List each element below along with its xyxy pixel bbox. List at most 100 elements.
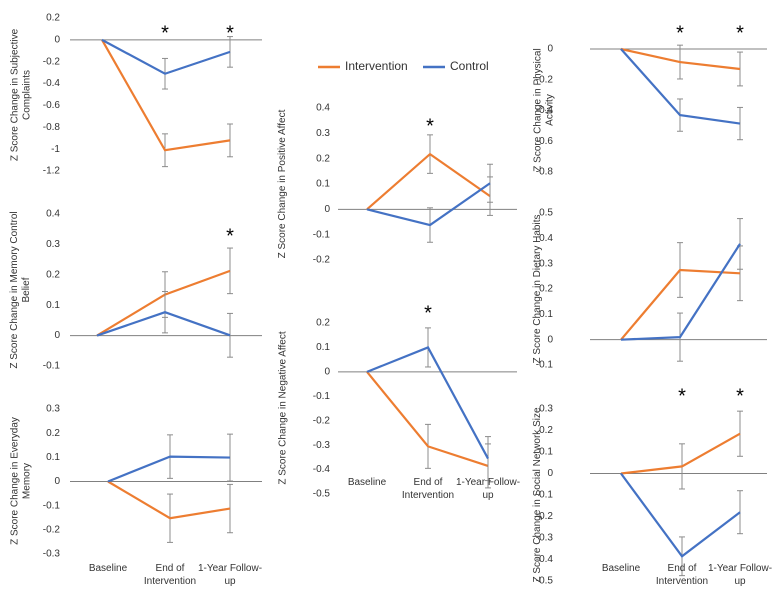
legend-label: Intervention [345, 59, 408, 73]
y-tick-label: 0.2 [316, 318, 330, 329]
y-tick-label: -0.8 [43, 122, 61, 133]
series-line [620, 432, 741, 475]
y-tick-label: 0 [324, 366, 330, 377]
series-line [620, 268, 741, 341]
y-axis-label: Z Score Change in Memory Control Belief [9, 211, 32, 369]
y-tick-label: 0.2 [539, 425, 553, 436]
y-tick-label: 0.4 [46, 209, 60, 220]
x-tick-label: 1-Year Follow-up [197, 563, 263, 587]
y-tick-label: -0.6 [43, 100, 61, 111]
series-line [366, 371, 489, 467]
y-tick-label: 0.1 [539, 447, 553, 458]
y-tick-label: 0.1 [539, 309, 553, 320]
y-tick-label: -0.2 [43, 524, 61, 535]
y-tick-label: -0.3 [43, 549, 61, 560]
y-tick-label: -1 [51, 144, 60, 155]
x-tick-label: End of Intervention [143, 563, 197, 587]
y-tick-label: -0.4 [536, 554, 554, 565]
y-tick-label: 0.2 [46, 13, 60, 24]
y-tick-label: -0.5 [536, 576, 554, 587]
series-line [620, 472, 741, 558]
series-line [107, 455, 231, 483]
y-tick-label: 0.1 [46, 300, 60, 311]
series-line [620, 243, 741, 341]
y-tick-label: -0.2 [536, 511, 554, 522]
y-tick-label: -0.2 [536, 74, 554, 85]
y-tick-label: 0.2 [46, 428, 60, 439]
y-tick-label: -0.3 [313, 440, 331, 451]
y-tick-label: -0.4 [536, 105, 554, 116]
y-tick-label: -0.1 [536, 360, 554, 371]
y-axis-label: Z Score Change in Social Network Size [532, 407, 543, 583]
y-tick-label: 0.3 [539, 404, 553, 415]
y-tick-label: -0.1 [313, 391, 331, 402]
y-tick-label: -0.2 [313, 415, 331, 426]
y-tick-label: -0.1 [43, 361, 61, 372]
y-tick-label: 0.4 [539, 233, 553, 244]
y-tick-label: 0.1 [46, 452, 60, 463]
x-tick-label: 1-Year Follow-up [707, 563, 773, 587]
series-line [96, 311, 231, 337]
y-tick-label: 0.4 [316, 103, 330, 114]
y-axis-label: Z Score Change in Dietary Habits [532, 214, 543, 364]
y-tick-label: 0 [54, 330, 60, 341]
y-tick-label: 0.3 [316, 128, 330, 139]
series-line [101, 39, 231, 152]
significance-marker: * [736, 22, 744, 44]
y-tick-label: -0.6 [536, 136, 554, 147]
y-tick-label: 0.3 [46, 404, 60, 415]
y-tick-label: -0.4 [313, 464, 331, 475]
series-line [366, 182, 491, 227]
x-tick-label: Baseline [347, 477, 387, 488]
y-tick-label: -0.1 [536, 490, 554, 501]
significance-marker: * [226, 22, 234, 44]
series-line [366, 346, 489, 460]
y-tick-label: -0.2 [313, 255, 331, 266]
x-tick-label: End of Intervention [401, 477, 455, 501]
series-line [620, 48, 741, 125]
series-line [620, 47, 741, 71]
y-tick-label: 0.3 [539, 258, 553, 269]
significance-marker: * [736, 385, 744, 407]
y-tick-label: 0.2 [46, 269, 60, 280]
significance-marker: * [226, 225, 234, 247]
y-tick-label: 0.1 [316, 179, 330, 190]
y-tick-label: 0 [547, 44, 553, 55]
y-tick-label: -0.1 [43, 500, 61, 511]
y-axis-label: Z Score Change in Negative Affect [277, 331, 288, 485]
y-axis-label: Z Score Change in Subjective Complaints [9, 28, 32, 162]
y-tick-label: -1.2 [43, 166, 61, 177]
y-tick-label: 0.2 [316, 153, 330, 164]
significance-marker: * [678, 385, 686, 407]
significance-marker: * [161, 22, 169, 44]
y-axis-label: Z Score Change in Positive Affect [277, 109, 288, 259]
x-tick-label: Baseline [601, 563, 641, 574]
y-tick-label: 0.3 [46, 239, 60, 250]
y-tick-label: -0.5 [313, 489, 331, 500]
y-tick-label: -0.1 [313, 229, 331, 240]
y-tick-label: 0.5 [539, 208, 553, 219]
x-tick-label: 1-Year Follow-up [455, 477, 521, 501]
y-axis-label: Z Score Change in Physical Activity [532, 48, 555, 172]
x-tick-label: End of Intervention [655, 563, 709, 587]
y-tick-label: 0 [547, 334, 553, 345]
y-axis-label: Z Score Change in Everyday Memory [9, 417, 32, 545]
significance-marker: * [426, 115, 434, 137]
y-tick-label: -0.2 [43, 56, 61, 67]
x-tick-label: Baseline [88, 563, 128, 574]
y-tick-label: -0.8 [536, 167, 554, 178]
series-line [101, 38, 231, 75]
y-tick-label: 0 [54, 476, 60, 487]
legend-label: Control [450, 59, 489, 73]
series-line [366, 152, 491, 211]
y-tick-label: 0.2 [539, 284, 553, 295]
series-line [107, 480, 231, 520]
significance-marker: * [424, 302, 432, 324]
y-tick-label: 0 [547, 468, 553, 479]
y-tick-label: -0.3 [536, 533, 554, 544]
y-tick-label: -0.4 [43, 78, 61, 89]
y-tick-label: 0 [54, 34, 60, 45]
series-line [96, 269, 231, 337]
